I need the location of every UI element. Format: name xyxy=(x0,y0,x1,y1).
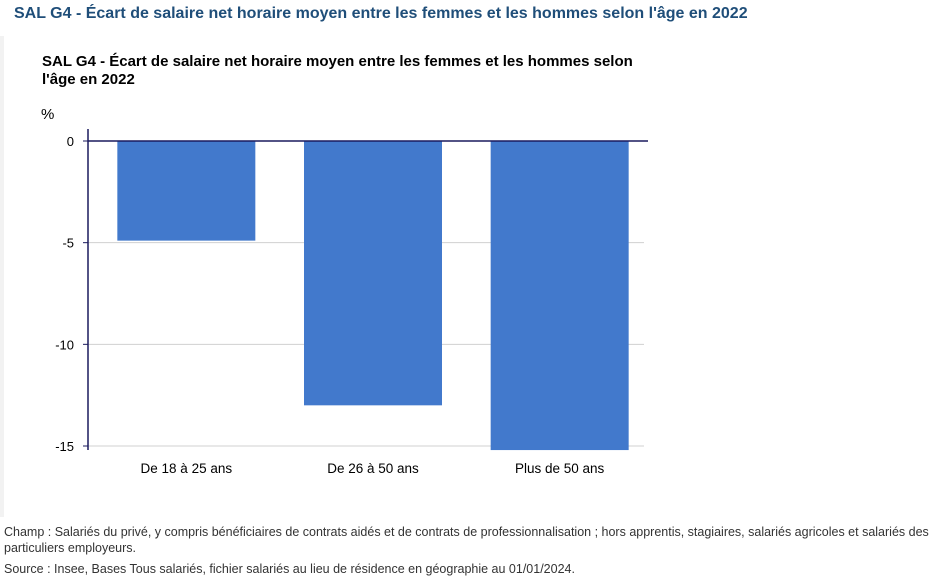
footnote-source: Source : Insee, Bases Tous salariés, fic… xyxy=(4,562,575,576)
page-heading: SAL G4 - Écart de salaire net horaire mo… xyxy=(14,5,748,22)
x-category-label: De 18 à 25 ans xyxy=(141,461,233,476)
card-left-strip xyxy=(0,36,4,517)
y-tick-label: -15 xyxy=(55,439,74,454)
bar xyxy=(304,141,442,406)
y-tick-label: -5 xyxy=(62,236,74,251)
chart-card: SAL G4 - Écart de salaire net horaire mo… xyxy=(4,36,940,517)
footnote-champ: Champ : Salariés du privé, y compris bén… xyxy=(4,525,929,555)
footnotes: Champ : Salariés du privé, y compris bén… xyxy=(4,524,934,577)
y-tick-label: 0 xyxy=(67,134,74,149)
bar xyxy=(490,141,629,451)
x-category-label: De 26 à 50 ans xyxy=(327,461,419,476)
bar-chart: 0 -5 -10 -15 De 18 à 25 ans De 26 à 50 ans Plu… xyxy=(55,129,648,476)
x-category-label: Plus de 50 ans xyxy=(515,461,605,476)
y-tick-label: -10 xyxy=(55,337,74,352)
chart-title: SAL G4 - Écart de salaire net horaire mo… xyxy=(42,53,633,88)
bar xyxy=(117,141,256,241)
y-axis-unit-label: % xyxy=(41,106,55,123)
